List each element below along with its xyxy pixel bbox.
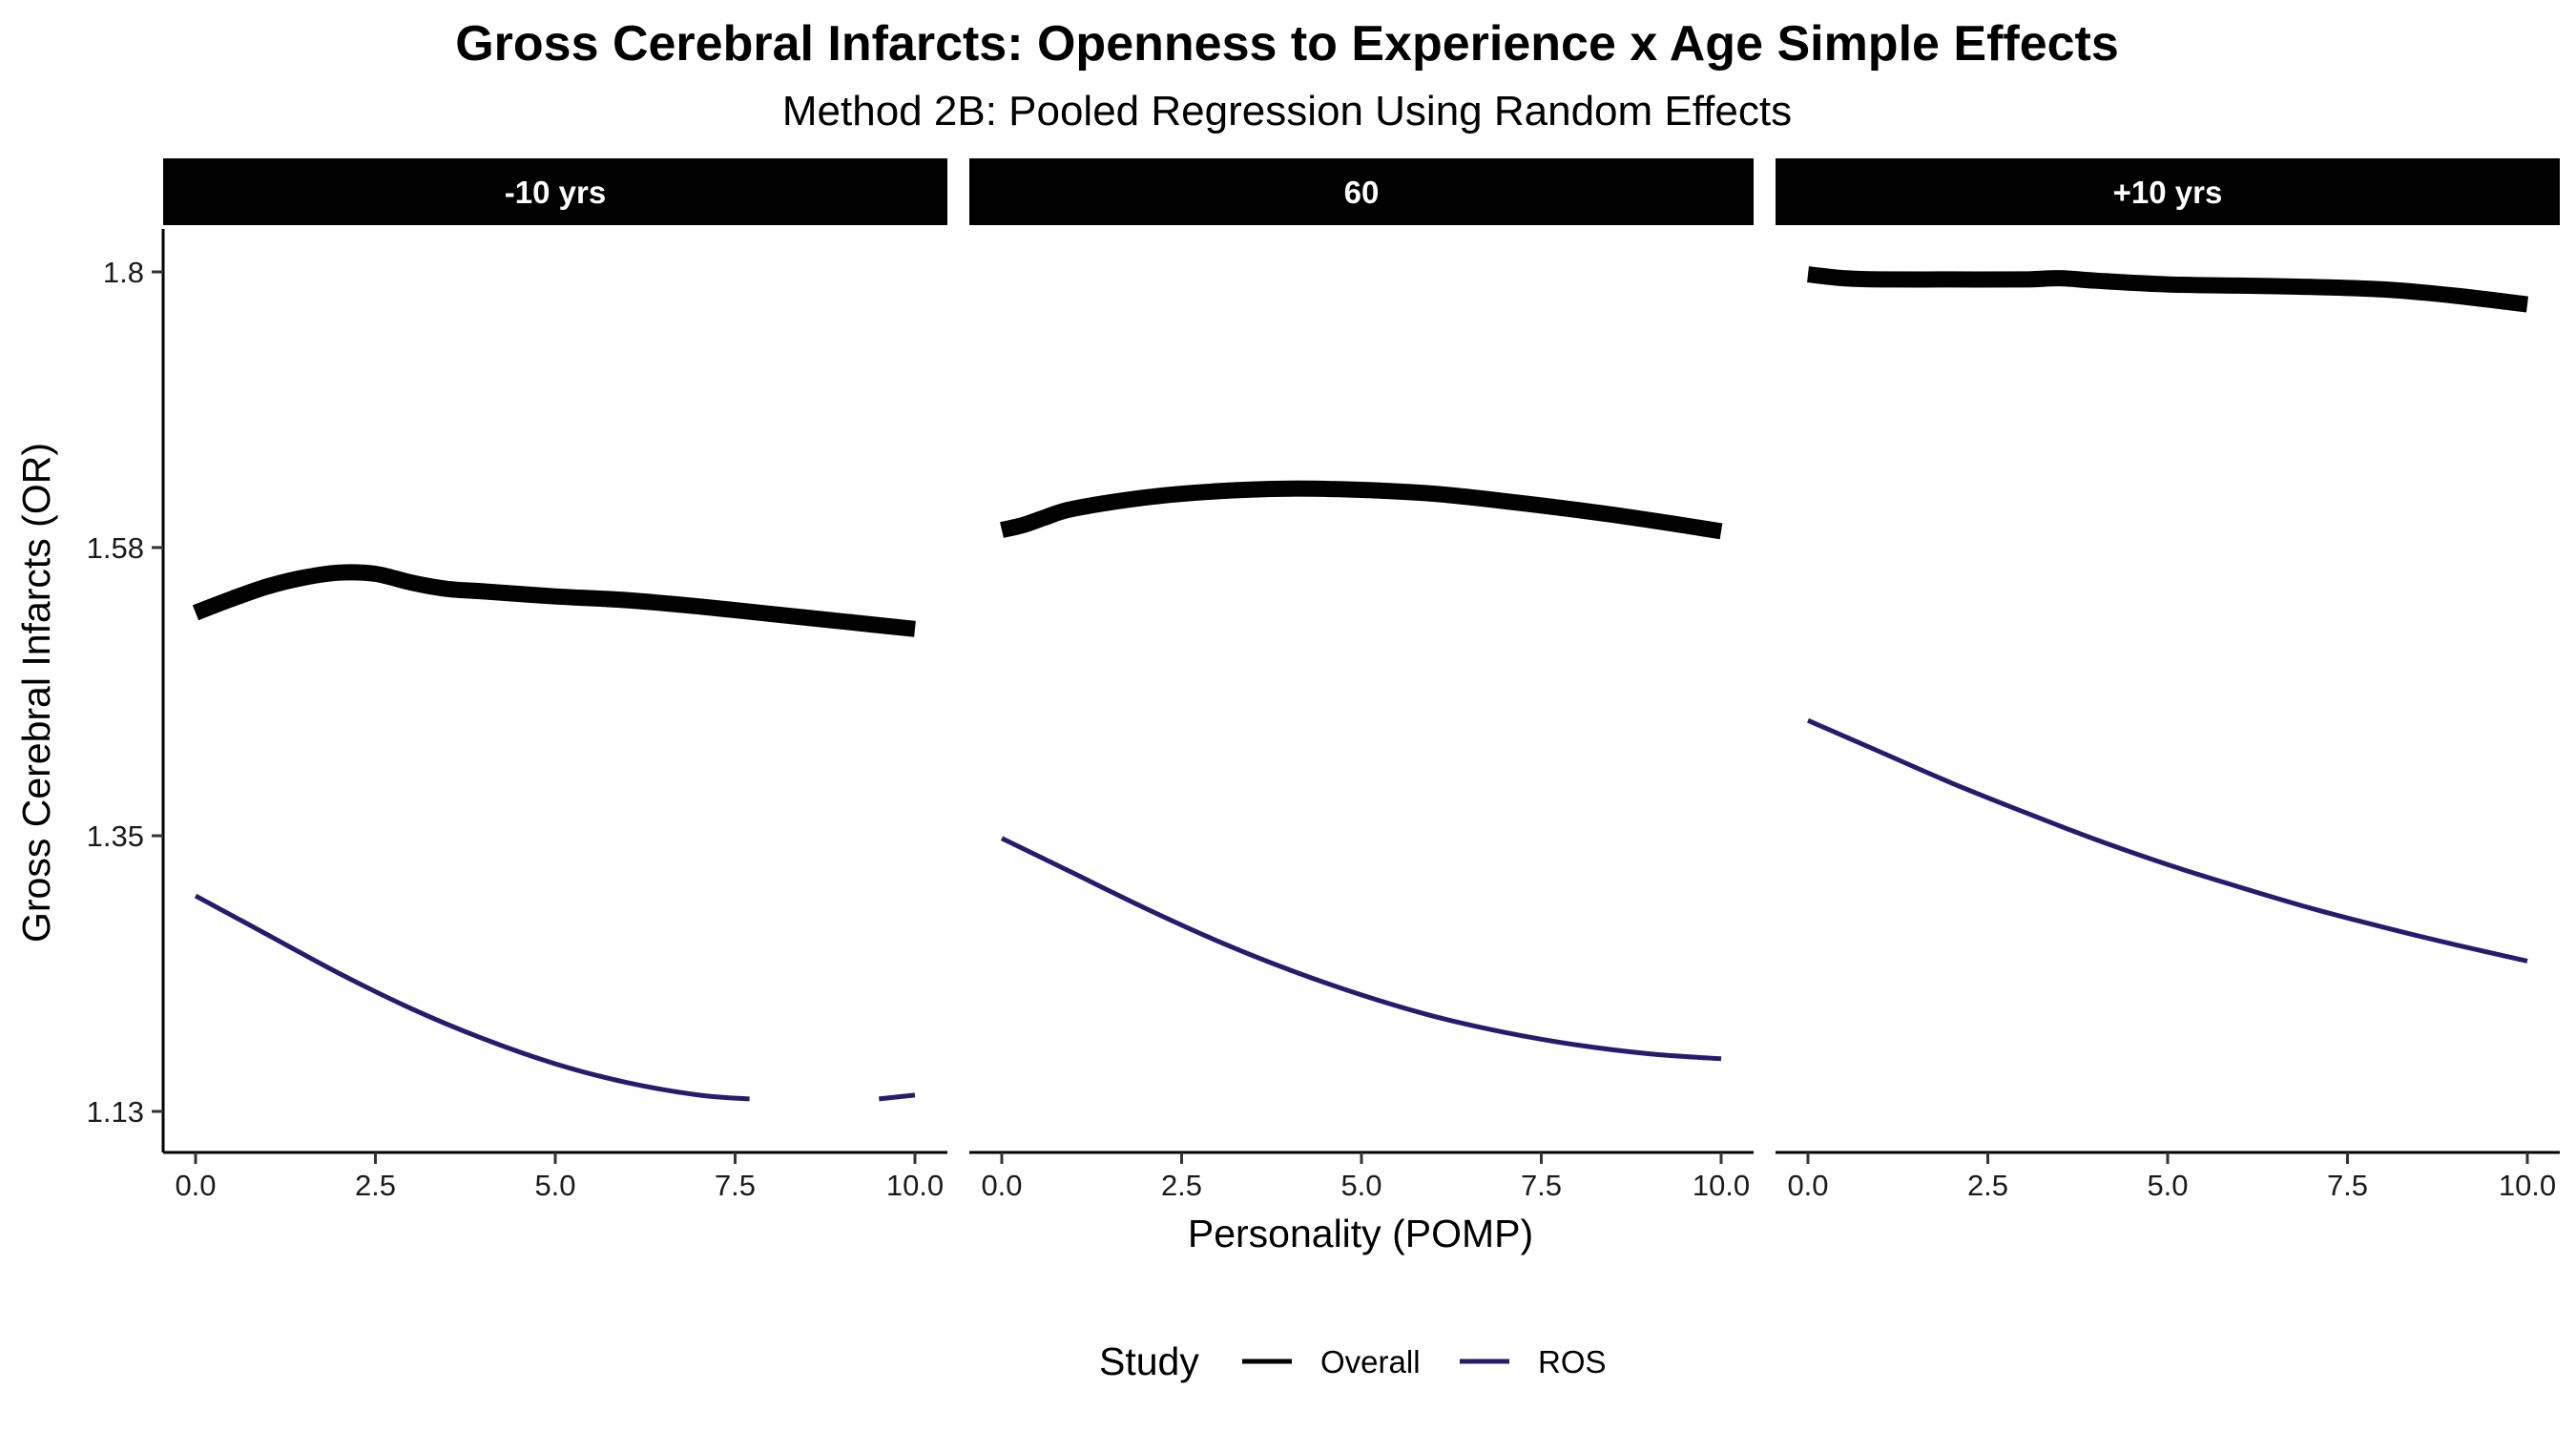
facet-panel: 60 0.0 2.5 5.0 7.5 10.0 [969, 158, 1754, 1202]
facets: -10 yrs 0.0 2.5 5.0 7.5 10.0 1.13 1.35 1.58 1.8 60… [87, 158, 2560, 1202]
chart-title: Gross Cerebral Infarcts: Openness to Exp… [455, 16, 2119, 72]
series-line-ros [194, 893, 750, 1102]
x-tick-label: 2.5 [1967, 1169, 2008, 1202]
y-tick-label: 1.58 [87, 531, 144, 565]
legend-label-overall: Overall [1320, 1344, 1421, 1379]
facet-strip [969, 158, 1754, 225]
x-tick-label: 0.0 [175, 1169, 216, 1202]
series-line-ros [1806, 717, 2528, 964]
x-axis-title: Personality (POMP) [1188, 1212, 1533, 1255]
x-tick-label: 5.0 [534, 1169, 575, 1202]
y-axis-title: Gross Cerebral Infarcts (OR) [14, 443, 58, 943]
facet-panel: +10 yrs 0.0 2.5 5.0 7.5 10.0 [1776, 158, 2560, 1202]
x-tick-label: 7.5 [715, 1169, 756, 1202]
x-tick-label: 5.0 [1340, 1169, 1381, 1202]
series-line-ros [879, 1092, 916, 1102]
x-tick-label: 10.0 [2499, 1169, 2556, 1202]
legend-title: Study [1099, 1339, 1199, 1383]
legend-label-ros: ROS [1538, 1344, 1607, 1379]
y-tick-label: 1.8 [103, 256, 144, 289]
facet-strip-label: 60 [1344, 175, 1380, 210]
x-tick-label: 10.0 [1693, 1169, 1750, 1202]
chart-subtitle: Method 2B: Pooled Regression Using Rando… [782, 88, 1792, 135]
x-tick-label: 5.0 [2147, 1169, 2188, 1202]
y-tick-label: 1.13 [87, 1095, 144, 1129]
y-tick-label: 1.35 [87, 819, 144, 853]
x-tick-label: 7.5 [2327, 1169, 2368, 1202]
facet-strip [163, 158, 947, 225]
series-line-overall [192, 564, 916, 637]
series-line-ros [1000, 836, 1722, 1062]
x-tick-label: 2.5 [1161, 1169, 1202, 1202]
legend: Study Overall ROS [1099, 1339, 1607, 1383]
x-tick-label: 0.0 [981, 1169, 1022, 1202]
x-tick-label: 7.5 [1521, 1169, 1562, 1202]
series-line-overall [1807, 266, 2529, 313]
facet-strip-label: +10 yrs [2113, 175, 2223, 210]
x-tick-label: 0.0 [1787, 1169, 1828, 1202]
x-tick-label: 10.0 [886, 1169, 944, 1202]
facet-strip [1776, 158, 2560, 225]
series-line-overall [1000, 480, 1723, 540]
facet-strip-label: -10 yrs [505, 175, 606, 210]
x-tick-label: 2.5 [355, 1169, 396, 1202]
facet-panel: -10 yrs 0.0 2.5 5.0 7.5 10.0 1.13 1.35 1.58 1.8 [87, 158, 947, 1202]
